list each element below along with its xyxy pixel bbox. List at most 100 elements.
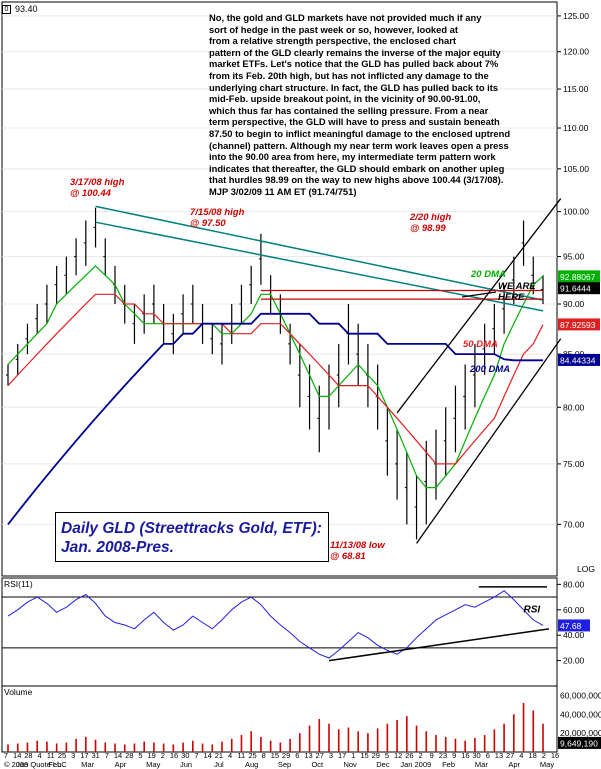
x-month-label: Dec xyxy=(376,760,390,769)
rsi-title: RSI(11) xyxy=(4,579,33,589)
y-tick-label: 80.00 xyxy=(563,402,585,412)
y-tick-label: 70.00 xyxy=(563,519,585,529)
price-tag xyxy=(558,282,600,295)
x-day-label: 14 xyxy=(13,751,21,760)
x-day-label: 5 xyxy=(138,751,142,760)
x-day-label: 19 xyxy=(147,751,155,760)
rsi-label: RSI xyxy=(524,604,541,615)
y-tick-label: 110.00 xyxy=(563,123,589,133)
copyright: © 2009 Quote LLC xyxy=(4,760,67,769)
chart-header: 0 93.40 xyxy=(2,3,38,15)
rsi-panel: RSI(11) 20.00 40.00 60.00 80.00 47.68 RSI xyxy=(1,577,590,687)
x-month-label: Nov xyxy=(343,760,357,769)
annotation-low-11-13: 11/13/08 low xyxy=(330,540,385,551)
x-day-label: 16 xyxy=(461,751,469,760)
x-month-label: Jan 2009 xyxy=(400,760,431,769)
x-day-label: 27 xyxy=(316,751,324,760)
annotation-high-3-17: 3/17/08 high xyxy=(70,177,125,188)
volume-tick-label: 40,000,000 xyxy=(560,709,601,719)
x-day-label: 9 xyxy=(430,751,434,760)
x-day-label: 15 xyxy=(271,751,279,760)
x-day-label: 28 xyxy=(24,751,32,760)
x-day-label: 31 xyxy=(91,751,99,760)
x-day-label: 2 xyxy=(161,751,165,760)
x-day-label: 4 xyxy=(38,751,42,760)
rsi-tick-label: 20.00 xyxy=(563,656,585,666)
x-day-label: 5 xyxy=(385,751,389,760)
annotation-high-3-17: @ 100.44 xyxy=(70,188,112,199)
y-tick-label: 105.00 xyxy=(563,164,589,174)
channel-upper xyxy=(396,198,562,414)
x-day-label: 13 xyxy=(495,751,503,760)
rsi-tick-label: 60.00 xyxy=(563,605,585,615)
x-day-label: 16 xyxy=(170,751,178,760)
x-day-label: 2 xyxy=(418,751,422,760)
x-day-label: 1 xyxy=(351,751,355,760)
x-day-label: 23 xyxy=(439,751,447,760)
commentary-text: No, the gold and GLD markets have not pr… xyxy=(209,12,511,197)
x-day-label: 21 xyxy=(215,751,223,760)
rsi-price-tag xyxy=(558,619,590,632)
title-line-2: Jan. 2008-Pres. xyxy=(61,539,174,556)
price-frame xyxy=(1,1,558,577)
rsi-support-line xyxy=(328,628,550,662)
x-day-label: 6 xyxy=(486,751,490,760)
channel-lower xyxy=(416,338,562,544)
trendline-upper xyxy=(95,205,544,301)
x-month-label: Mar xyxy=(475,760,488,769)
x-day-label: 11 xyxy=(47,751,55,760)
x-day-label: 17 xyxy=(338,751,346,760)
dma50-line xyxy=(7,293,544,465)
x-day-label: 11 xyxy=(237,751,245,760)
x-day-label: 29 xyxy=(282,751,290,760)
annotation-20-dma: 20 DMA xyxy=(470,269,506,280)
annotation-high-7-15: 7/15/08 high xyxy=(190,207,245,218)
y-axis-label: LOG xyxy=(577,564,595,574)
x-month-label: Feb xyxy=(442,760,455,769)
x-day-label: 4 xyxy=(519,751,523,760)
y-tick-label: 125.00 xyxy=(563,11,589,21)
volume-price-tag xyxy=(558,736,601,749)
x-month-label: Feb xyxy=(48,760,61,769)
y-tick-label: 120.00 xyxy=(563,47,589,57)
x-day-label: 7 xyxy=(4,751,8,760)
x-month-label: Apr xyxy=(115,760,127,769)
x-day-label: 28 xyxy=(125,751,133,760)
x-day-label: 14 xyxy=(204,751,212,760)
x-day-label: 30 xyxy=(472,751,480,760)
x-day-label: 4 xyxy=(228,751,232,760)
annotation-high-2-20: @ 98.99 xyxy=(410,223,446,234)
x-day-label: 25 xyxy=(248,751,256,760)
y-tick-label: 75.00 xyxy=(563,459,585,469)
x-month-label: May xyxy=(540,760,554,769)
x-day-label: 27 xyxy=(506,751,514,760)
volume-title: Volume xyxy=(4,687,33,697)
x-month-label: Jun xyxy=(180,760,192,769)
price-panel: 70.0075.0080.0085.0090.0095.00100.00105.… xyxy=(1,1,600,577)
annotation-we-are-here: WE ARE xyxy=(498,281,536,292)
pointer-line xyxy=(461,291,497,298)
price-tag-label: 87.92593 xyxy=(560,320,596,330)
annotation-high-2-20: 2/20 high xyxy=(409,212,451,223)
x-day-label: 3 xyxy=(329,751,333,760)
x-day-label: 16 xyxy=(551,751,559,760)
annotations: 3/17/08 high@ 100.44 7/15/08 high@ 97.50 2… xyxy=(70,177,536,562)
x-month-label: Sep xyxy=(278,760,291,769)
x-day-label: 18 xyxy=(528,751,536,760)
rsi-tick-label: 80.00 xyxy=(563,579,585,589)
x-axis: 7 14 28 4 11 25 3 17 31 7 14 28 5 19 2 16 30 7 14 21 4 11 25 8 1… xyxy=(4,751,559,769)
y-tick-label: 115.00 xyxy=(563,84,589,94)
x-day-label: 7 xyxy=(105,751,109,760)
price-tag xyxy=(558,318,600,331)
x-month-label: Mar xyxy=(81,760,94,769)
rsi-price-tag-label: 47.68 xyxy=(560,621,582,631)
x-day-label: 12 xyxy=(394,751,402,760)
x-month-label: Oct xyxy=(311,760,324,769)
x-day-label: 6 xyxy=(295,751,299,760)
x-day-label: 15 xyxy=(360,751,368,760)
rsi-frame xyxy=(1,577,558,687)
x-day-label: 14 xyxy=(114,751,122,760)
x-day-label: 25 xyxy=(58,751,66,760)
x-day-label: 30 xyxy=(181,751,189,760)
